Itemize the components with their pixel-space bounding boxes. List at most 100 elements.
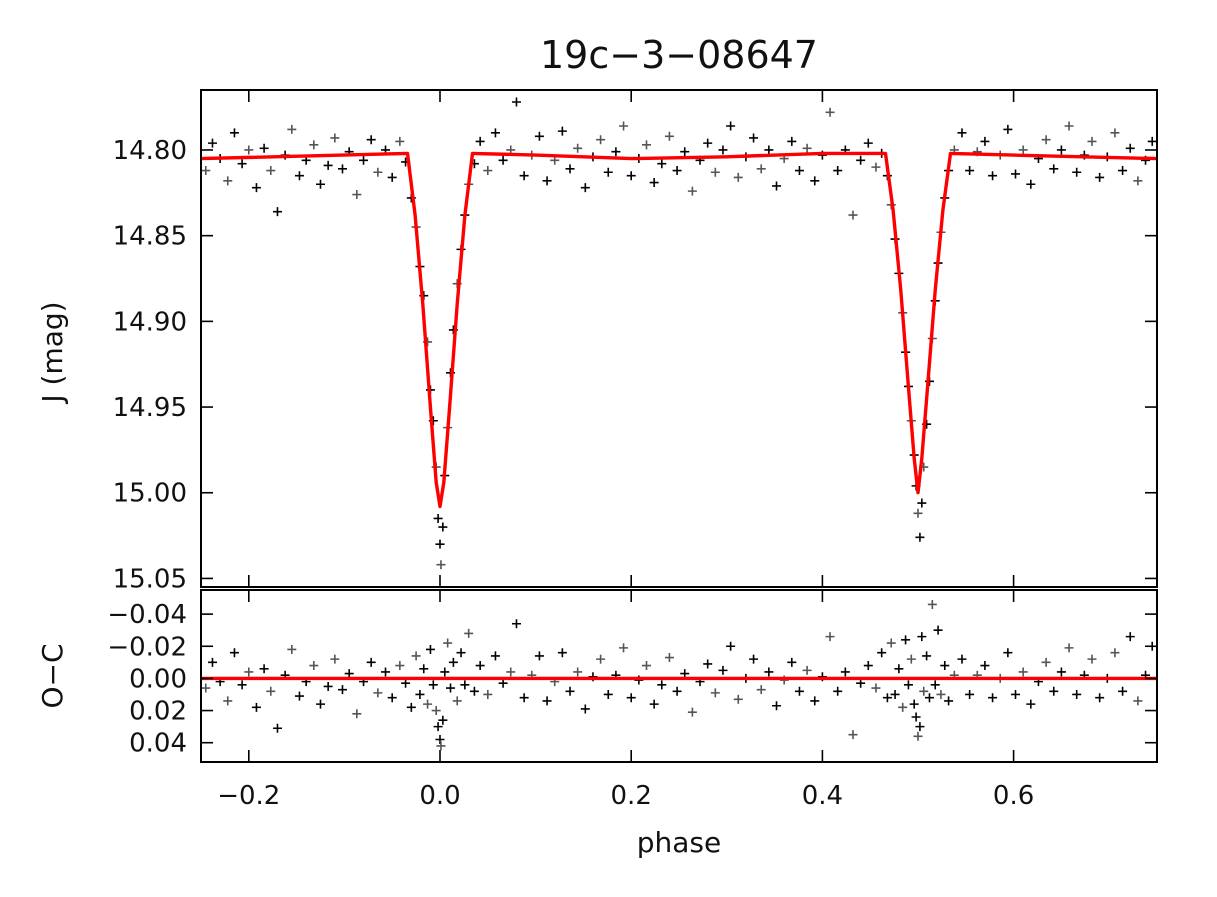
light-curve-data-point xyxy=(1133,176,1143,186)
residuals-data-point xyxy=(1041,657,1051,667)
residuals-data-point xyxy=(316,699,325,709)
residuals-data-point xyxy=(323,681,333,691)
residuals-data-point xyxy=(930,680,940,690)
residuals-data-point xyxy=(475,661,485,671)
light-curve-data-point xyxy=(1011,169,1021,179)
light-curve-data-point xyxy=(825,107,835,117)
light-curve-data-point xyxy=(490,128,500,138)
light-curve-data-point xyxy=(573,143,583,153)
light-curve-data-point xyxy=(352,190,362,200)
light-curve-data-point xyxy=(772,181,782,191)
light-curve-data-point xyxy=(483,166,493,176)
light-curve-data-point xyxy=(913,508,923,518)
residuals-data-point xyxy=(980,661,990,671)
light-curve-data-point xyxy=(603,167,613,177)
residuals-data-point xyxy=(802,665,812,675)
light-curve-data-point xyxy=(1018,145,1028,155)
light-curve-data-point xyxy=(733,172,743,182)
residuals-data-point xyxy=(672,686,682,696)
residuals-data-point xyxy=(965,689,975,699)
light-curve-data-point xyxy=(435,539,445,549)
residuals-data-point xyxy=(664,653,674,663)
residuals-data-point xyxy=(1003,648,1013,658)
light-curve-data-point xyxy=(436,560,446,570)
light-curve-data-point xyxy=(438,522,448,532)
light-curve-data-point xyxy=(316,179,325,189)
light-curve-data-point xyxy=(433,513,443,523)
residuals-data-point xyxy=(940,661,950,671)
residuals-data-point xyxy=(687,707,697,717)
light-curve-y-tick-label: 14.95 xyxy=(113,393,187,423)
light-curve-y-axis-title: J (mag) xyxy=(36,301,69,404)
light-curve-data-point xyxy=(395,136,405,146)
residuals-data-point xyxy=(1018,667,1028,677)
light-curve-data-point xyxy=(871,162,881,172)
residuals-data-point xyxy=(557,648,567,658)
light-curve-data-point xyxy=(802,143,812,153)
residuals-data-point xyxy=(229,648,239,658)
residuals-data-point xyxy=(401,678,411,688)
residuals-data-point xyxy=(419,664,429,674)
residuals-data-point xyxy=(287,644,297,654)
light-curve-points xyxy=(201,97,1157,570)
residuals-data-point xyxy=(856,678,866,688)
residuals-data-point xyxy=(460,680,470,690)
residuals-data-point xyxy=(469,686,479,696)
light-curve-data-point xyxy=(330,133,340,143)
light-curve-data-point xyxy=(294,171,304,181)
residuals-data-point xyxy=(1026,699,1036,709)
residuals-data-point xyxy=(251,702,261,712)
residuals-data-point xyxy=(344,669,354,679)
residuals-data-point xyxy=(244,667,254,677)
residuals-data-point xyxy=(756,685,766,695)
light-curve-data-point xyxy=(917,498,927,508)
residuals-data-point xyxy=(565,686,575,696)
light-curve-data-point xyxy=(1056,145,1066,155)
residuals-data-point xyxy=(337,685,347,695)
residuals-data-point xyxy=(1072,689,1082,699)
residuals-data-point xyxy=(890,689,900,699)
residuals-data-point xyxy=(927,599,937,609)
residuals-data-point xyxy=(352,709,362,719)
residuals-data-point xyxy=(703,659,713,669)
light-curve-data-point xyxy=(596,135,606,145)
residuals-data-point xyxy=(863,661,873,671)
light-curve-data-point xyxy=(672,166,682,176)
residuals-data-point xyxy=(330,654,340,664)
residuals-data-point xyxy=(428,680,438,690)
light-curve-data-point xyxy=(726,121,736,131)
residuals-data-point xyxy=(1056,667,1066,677)
light-curve-data-point xyxy=(965,166,975,176)
residuals-data-point xyxy=(680,669,690,679)
light-curve-data-point xyxy=(794,166,804,176)
residuals-data-point xyxy=(272,723,282,733)
residuals-data-point xyxy=(373,688,383,698)
residuals-data-point xyxy=(840,667,850,677)
light-curve-data-point xyxy=(272,207,282,217)
residuals-data-point xyxy=(1011,689,1021,699)
light-curve-data-point xyxy=(534,131,544,141)
residuals-y-tick-label: −0.04 xyxy=(107,600,187,630)
residuals-data-point xyxy=(603,689,613,699)
residuals-data-point xyxy=(596,654,606,664)
residuals-y-tick-label: 0.00 xyxy=(129,664,187,694)
residuals-data-point xyxy=(871,683,881,693)
residuals-data-point xyxy=(848,730,858,740)
light-curve-data-point xyxy=(957,128,967,138)
residuals-y-tick-label: 0.04 xyxy=(129,729,187,759)
light-curve-data-point xyxy=(309,140,319,150)
residuals-data-point xyxy=(619,643,629,653)
residuals-data-point xyxy=(957,654,967,664)
residuals-data-point xyxy=(266,686,276,696)
light-curve-data-point xyxy=(1087,136,1097,146)
x-tick-label: 0.6 xyxy=(993,781,1034,811)
light-curve-data-point xyxy=(287,124,297,134)
residuals-data-point xyxy=(309,661,319,671)
light-curve-data-point xyxy=(359,155,369,165)
residuals-data-point xyxy=(933,625,943,635)
residuals-data-point xyxy=(915,722,925,732)
light-curve-data-point xyxy=(1003,124,1013,134)
light-curve-data-point xyxy=(980,136,990,146)
residuals-data-point xyxy=(506,667,516,677)
